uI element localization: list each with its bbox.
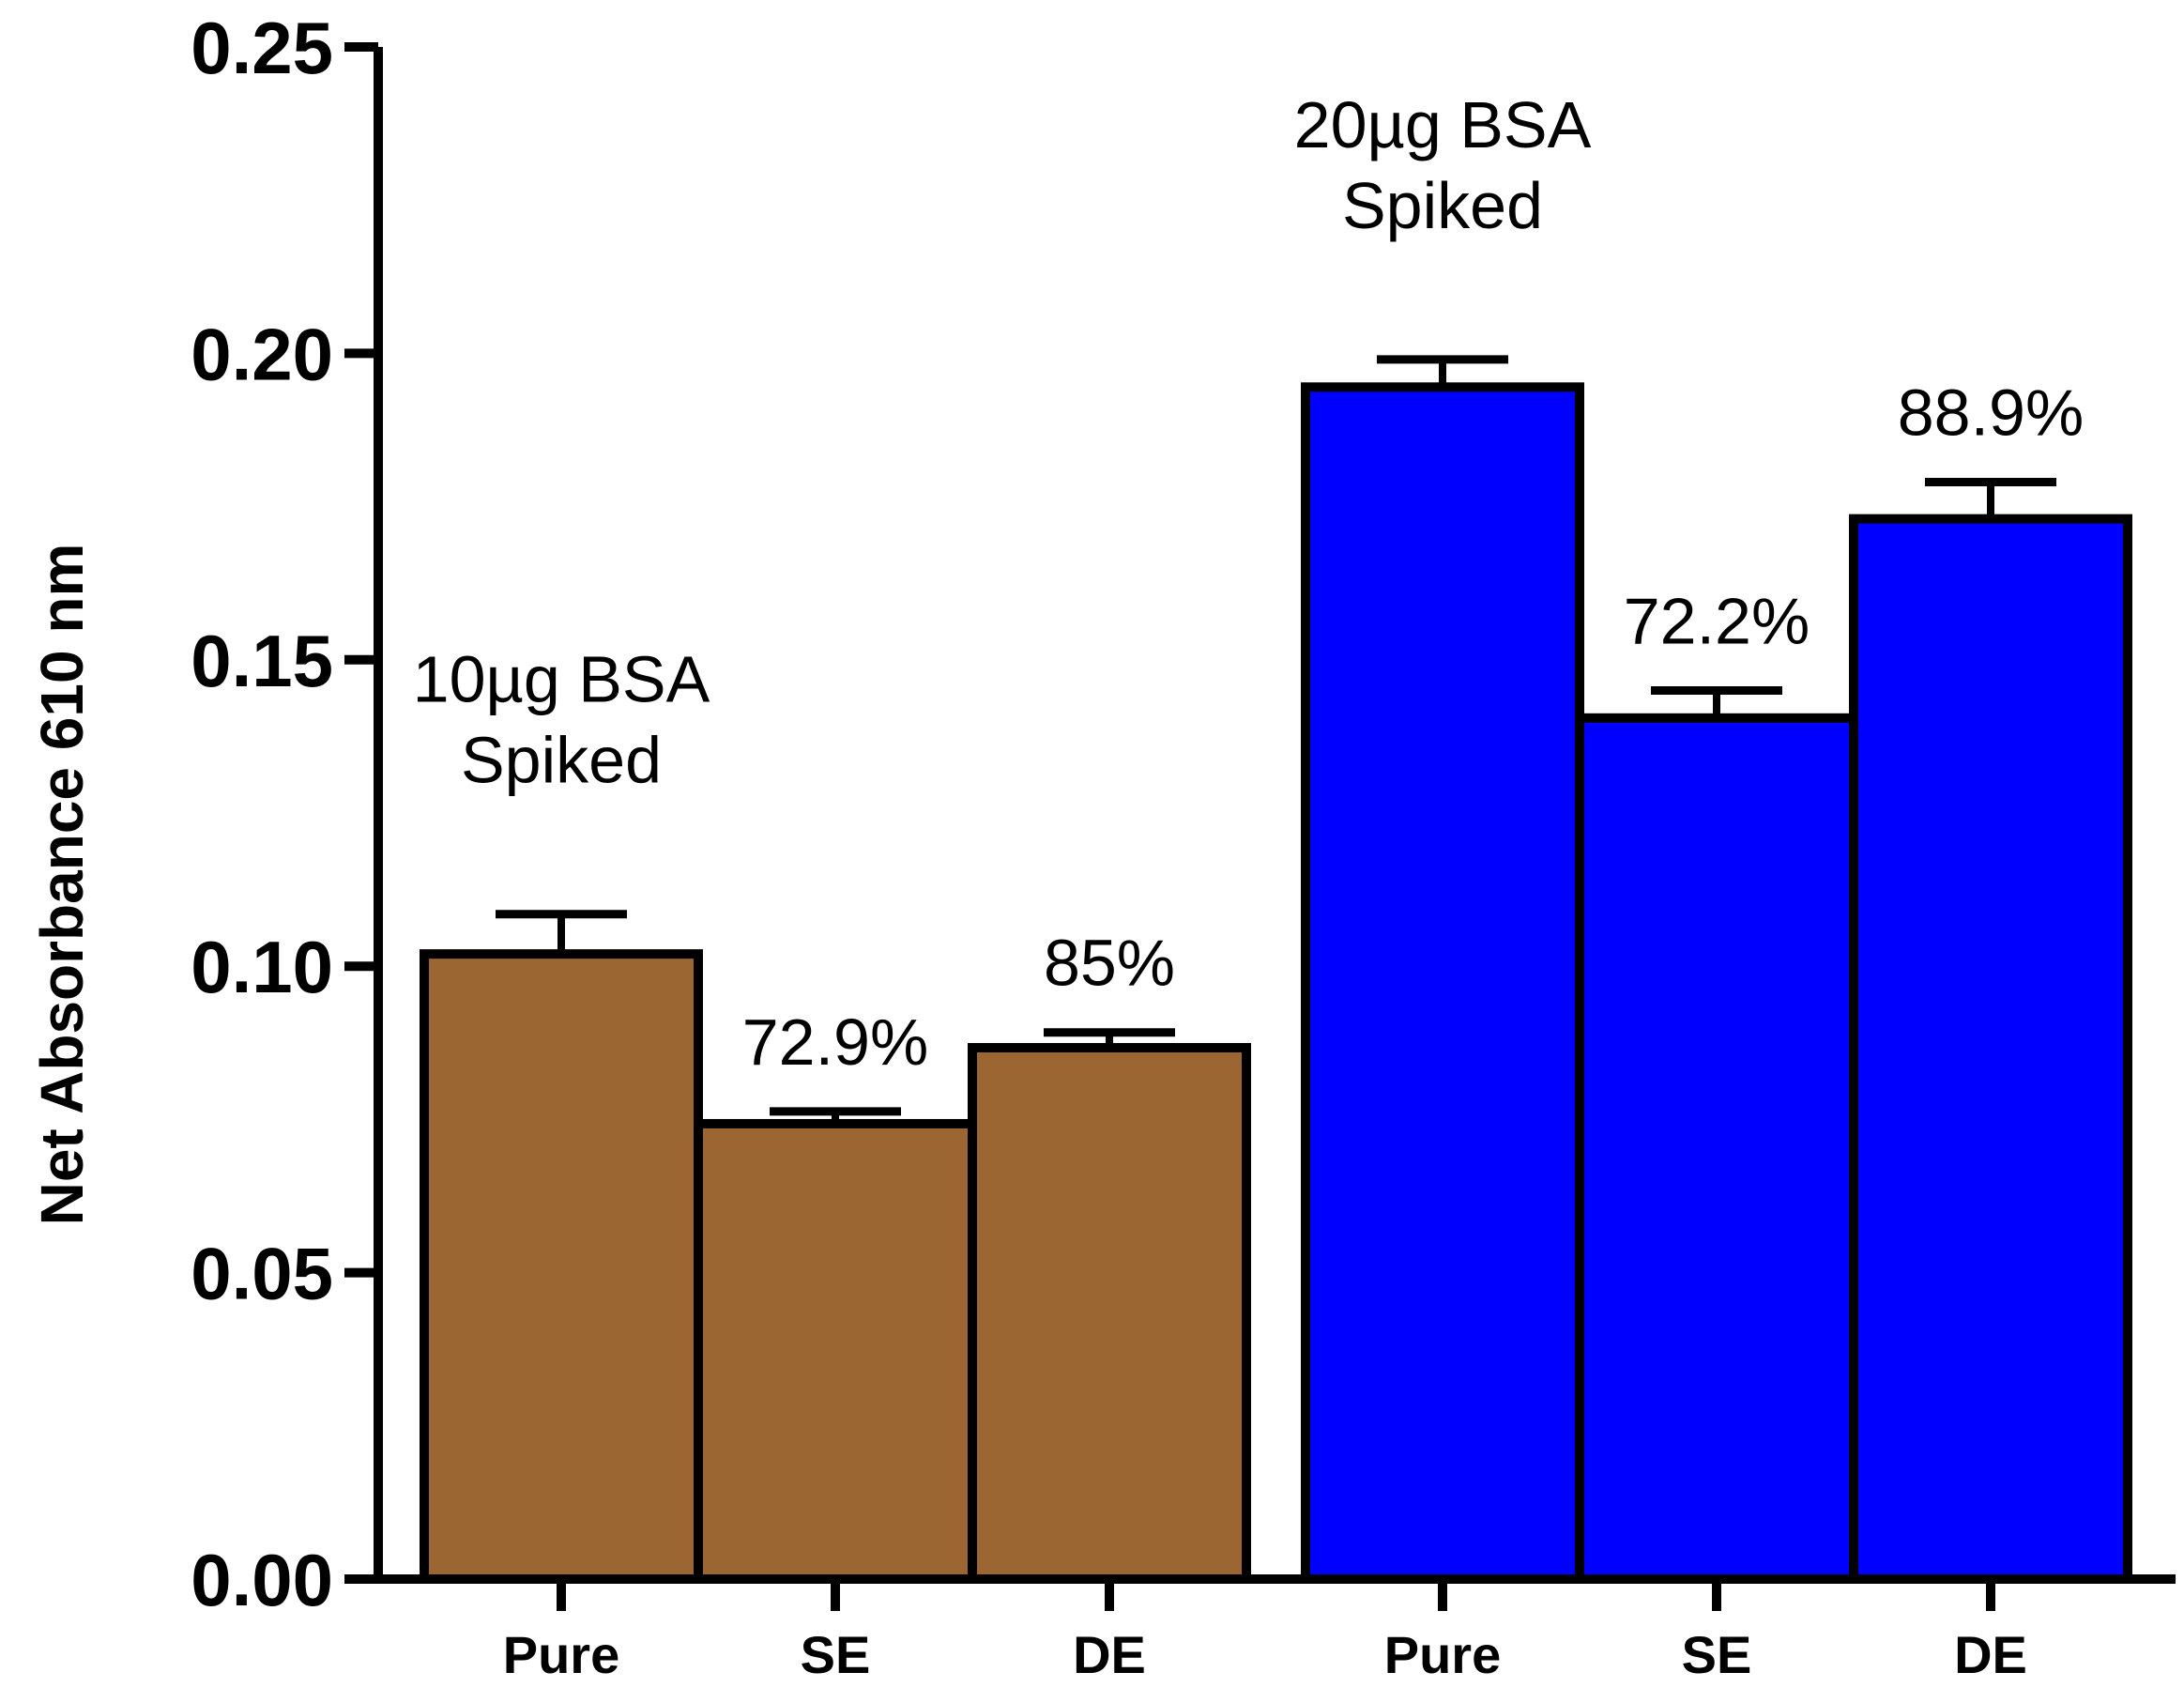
x-category-label: Pure (503, 1625, 620, 1684)
percent-annotation: 72.2% (1624, 584, 1810, 657)
bar-10ug-pure (420, 949, 703, 1584)
bar-20ug-se (1575, 713, 1858, 1584)
bars-layer (420, 382, 2132, 1585)
labels-layer: Pure SE 72.9% DE 85% 10µg BSA Spiked Pure SE 72.2… (413, 88, 2085, 1684)
x-category-label: Pure (1384, 1625, 1502, 1684)
percent-annotation: 72.9% (742, 1005, 928, 1079)
y-axis-label: Net Absorbance 610 nm (28, 544, 96, 1226)
group-label-line1: 20µg BSA (1294, 88, 1592, 161)
y-tick-label: 0.15 (191, 620, 333, 702)
bar-10ug-de (968, 1043, 1251, 1585)
y-tick-label: 0.10 (191, 926, 333, 1008)
group-label-line2: Spiked (1342, 169, 1543, 242)
percent-annotation: 88.9% (1898, 376, 2084, 449)
y-tick-label: 0.20 (191, 313, 333, 395)
x-category-label: SE (1682, 1625, 1752, 1684)
y-tick-label: 0.05 (191, 1233, 333, 1315)
group-label-line2: Spiked (461, 724, 662, 797)
x-category-label: DE (1954, 1625, 2027, 1684)
x-category-label: DE (1073, 1625, 1146, 1684)
axes-layer: Net Absorbance 610 nm (28, 47, 2176, 1584)
bar-20ug-de (1849, 514, 2132, 1584)
y-tick-label: 0.00 (191, 1539, 333, 1621)
error-bars-layer (496, 355, 2056, 1124)
bar-10ug-se (694, 1118, 977, 1584)
group-label-line1: 10µg BSA (413, 643, 710, 716)
ticks-layer: 0.00 0.05 0.10 0.15 0.20 0.25 (191, 7, 1995, 1621)
y-tick-label: 0.25 (191, 7, 333, 89)
bar-20ug-pure (1301, 382, 1584, 1585)
x-category-label: SE (801, 1625, 871, 1684)
percent-annotation: 85% (1044, 927, 1175, 1000)
